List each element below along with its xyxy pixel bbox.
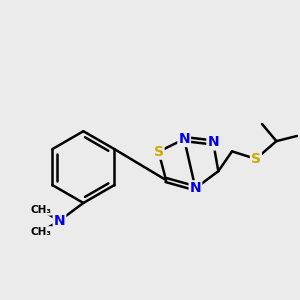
Text: N: N [54,214,65,228]
Text: CH₃: CH₃ [30,205,51,215]
Text: CH₃: CH₃ [30,227,51,237]
Text: N: N [207,136,219,149]
Text: S: S [251,152,261,166]
Text: N: N [190,181,201,195]
Text: N: N [178,132,190,146]
Text: S: S [154,145,164,159]
